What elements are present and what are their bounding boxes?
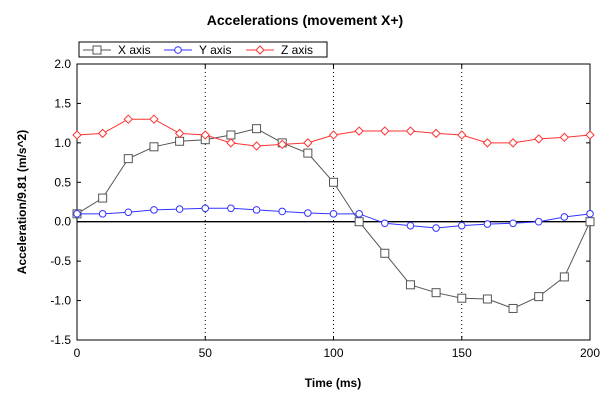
data-point-y-axis: [73, 210, 81, 218]
legend-box: [78, 41, 328, 58]
data-point-z-axis: [226, 138, 236, 148]
plot-frame: [76, 63, 591, 341]
data-point-x-axis: [482, 294, 492, 304]
legend-marker-z-axis: [255, 45, 265, 55]
data-point-x-axis: [508, 303, 518, 313]
data-point-y-axis: [304, 209, 312, 217]
data-point-x-axis: [175, 136, 185, 146]
y-tick-label: -1.5: [50, 333, 71, 347]
data-point-z-axis: [585, 130, 595, 140]
data-point-x-axis: [534, 292, 544, 302]
y-tick-label: -0.5: [50, 254, 71, 268]
data-point-y-axis: [278, 207, 287, 216]
data-point-x-axis: [123, 154, 133, 164]
data-point-x-axis: [405, 280, 415, 290]
legend-label-z-axis: Z axis: [281, 43, 313, 57]
data-point-x-axis: [149, 142, 159, 152]
data-point-y-axis: [329, 210, 338, 218]
x-tick-label: 100: [323, 346, 343, 360]
data-point-y-axis: [201, 204, 210, 213]
data-point-y-axis: [98, 210, 107, 218]
data-point-x-axis: [457, 293, 467, 303]
data-point-z-axis: [559, 132, 570, 143]
legend-marker-y-axis: [174, 46, 182, 54]
y-tick-label: 1.0: [54, 136, 71, 150]
data-point-y-axis: [381, 219, 389, 228]
data-point-y-axis: [406, 221, 415, 230]
y-tick-label: 2.0: [54, 57, 71, 71]
data-point-y-axis: [457, 221, 466, 230]
y-axis-label: Acceleration/9.81 (m/s^2): [15, 130, 29, 274]
data-point-z-axis: [97, 128, 108, 139]
data-point-z-axis: [482, 138, 493, 148]
data-point-z-axis: [72, 130, 82, 140]
data-point-y-axis: [509, 219, 517, 228]
legend-label-x-axis: X axis: [118, 43, 151, 57]
data-point-y-axis: [227, 204, 235, 213]
data-point-z-axis: [303, 138, 313, 148]
data-point-y-axis: [534, 217, 543, 226]
data-point-x-axis: [354, 217, 364, 227]
y-tick-label: 0.0: [54, 215, 71, 229]
data-point-z-axis: [149, 114, 159, 124]
data-point-x-axis: [226, 130, 236, 140]
x-axis-label: Time (ms): [305, 376, 361, 390]
data-point-x-axis: [559, 272, 569, 282]
x-tick-label: 0: [74, 346, 81, 360]
series-group: [72, 114, 595, 313]
x-tick-label: 200: [580, 346, 600, 360]
data-point-y-axis: [483, 220, 492, 228]
data-point-z-axis: [123, 114, 134, 124]
data-point-z-axis: [405, 126, 416, 136]
data-point-x-axis: [585, 217, 595, 227]
legend: X axis Y axis Z axis: [78, 41, 328, 58]
legend-label-y-axis: Y axis: [199, 43, 231, 57]
data-point-y-axis: [355, 210, 363, 218]
series-line-x-axis: [76, 128, 591, 309]
data-point-x-axis: [380, 248, 390, 258]
data-point-z-axis: [431, 128, 441, 139]
data-point-y-axis: [175, 205, 184, 213]
y-tick-label: 1.5: [54, 96, 71, 110]
data-point-z-axis: [380, 126, 390, 136]
y-tick-label: -1.0: [50, 294, 71, 308]
data-point-z-axis: [508, 138, 518, 148]
x-tick-label: 50: [199, 346, 213, 360]
data-point-z-axis: [174, 128, 185, 139]
data-point-z-axis: [354, 126, 364, 136]
data-point-x-axis: [303, 148, 313, 158]
data-point-y-axis: [124, 208, 133, 217]
data-point-y-axis: [150, 206, 158, 214]
data-point-z-axis: [200, 130, 210, 140]
data-point-x-axis: [252, 124, 262, 134]
chart-title: Accelerations (movement X+): [207, 12, 403, 28]
grid: [204, 64, 463, 340]
data-point-y-axis: [560, 213, 569, 221]
y-tick-label: 0.5: [54, 175, 71, 189]
data-point-x-axis: [431, 288, 441, 298]
data-point-x-axis: [98, 193, 108, 203]
data-point-x-axis: [329, 177, 338, 187]
data-point-z-axis: [328, 130, 339, 140]
x-tick-label: 150: [452, 346, 472, 360]
data-point-y-axis: [432, 224, 440, 232]
data-point-z-axis: [533, 134, 544, 144]
ticks: -1.5 -1.0 -0.5 0.0 0.5 1.0 1.5 2.0 0 50 100 150 200: [50, 57, 600, 360]
data-point-z-axis: [251, 141, 262, 151]
legend-marker-x-axis: [92, 45, 102, 55]
data-point-z-axis: [457, 130, 467, 140]
data-point-z-axis: [277, 139, 287, 150]
data-point-y-axis: [586, 210, 594, 218]
data-point-y-axis: [252, 206, 261, 214]
